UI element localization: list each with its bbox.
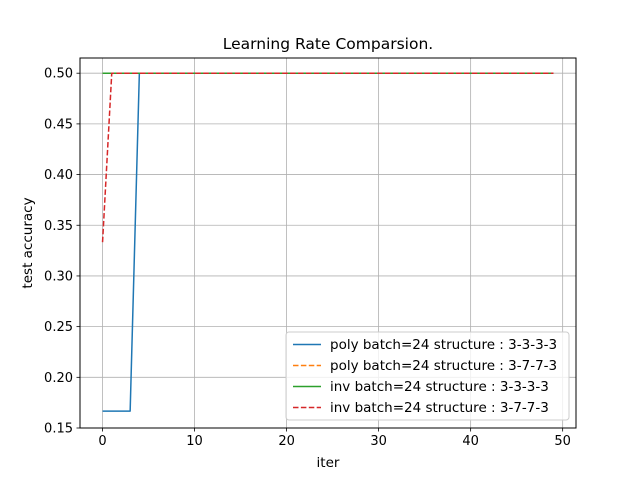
series-line-4	[101, 72, 554, 243]
y-tick-label: 0.45	[44, 117, 73, 132]
y-tick-label: 0.50	[44, 67, 73, 82]
x-tick-label: 0	[98, 434, 106, 449]
y-tick-label: 0.35	[44, 219, 73, 234]
y-tick-label: 0.30	[44, 269, 73, 284]
y-tick-label: 0.15	[44, 422, 73, 437]
y-tick-label: 0.40	[44, 168, 73, 183]
x-tick-label: 10	[186, 434, 203, 449]
x-axis-label: iter	[317, 455, 340, 471]
x-tick-label: 20	[278, 434, 295, 449]
chart-title: Learning Rate Comparsion.	[223, 35, 433, 53]
legend-box	[285, 331, 570, 421]
y-tick-label: 0.25	[44, 320, 73, 335]
legend-label-2: poly batch=24 structure : 3-7-7-3	[330, 358, 557, 374]
legend: poly batch=24 structure : 3-3-3-3 poly ba…	[285, 331, 570, 421]
legend-label-1: poly batch=24 structure : 3-3-3-3	[330, 337, 557, 353]
plot-frame	[79, 57, 577, 429]
series-lines	[101, 72, 554, 412]
x-tick-label: 40	[462, 434, 479, 449]
x-tick-label: 50	[554, 434, 571, 449]
legend-label-4: inv batch=24 structure : 3-7-7-3	[330, 400, 549, 416]
axis-ticks: 0 10 20 30 40 50 0.15 0.20 0.25 0.30 0.35 0.40 0.45 0…	[44, 67, 571, 449]
y-tick-label: 0.20	[44, 371, 73, 386]
x-tick-label: 30	[370, 434, 387, 449]
y-axis-label: test accuracy	[20, 197, 36, 288]
legend-label-3: inv batch=24 structure : 3-3-3-3	[330, 379, 549, 395]
